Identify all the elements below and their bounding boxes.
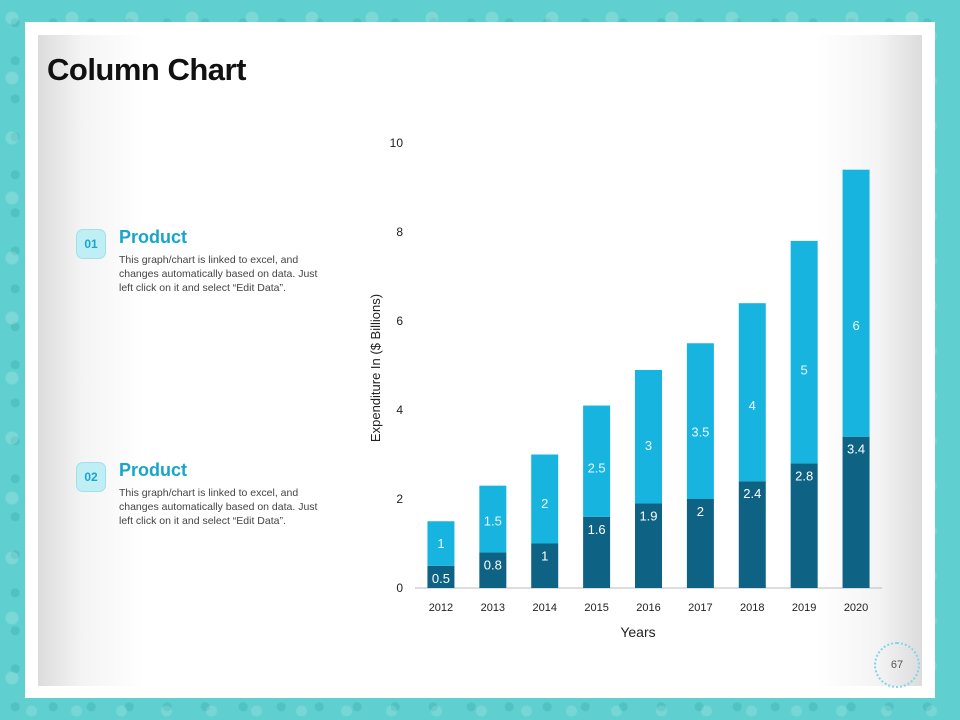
y-tick-label: 4 (396, 403, 403, 417)
data-label: 0.8 (484, 557, 502, 572)
y-tick-label: 6 (396, 314, 403, 328)
y-tick-label: 10 (390, 136, 404, 150)
data-label: 1.6 (588, 522, 606, 537)
data-label: 3.4 (847, 442, 865, 457)
data-label: 2.8 (795, 468, 813, 483)
bar-product-02-2015 (583, 405, 611, 517)
x-tick-label: 2012 (429, 602, 453, 614)
bar-product-01-2018 (738, 481, 766, 588)
data-label: 2.5 (588, 460, 606, 475)
bar-product-02-2018 (738, 303, 766, 482)
data-label: 2 (697, 504, 704, 519)
x-tick-label: 2018 (740, 602, 764, 614)
data-label: 0.5 (432, 571, 450, 586)
number-badge: 01 (76, 229, 106, 259)
bar-product-01-2020 (842, 436, 870, 588)
x-tick-label: 2020 (844, 602, 868, 614)
bar-product-02-2017 (686, 343, 714, 499)
y-axis-label: Expenditure In ($ Billions) (368, 294, 383, 442)
data-label: 1 (437, 536, 444, 551)
item-title: Product (119, 227, 188, 247)
y-tick-label: 8 (396, 225, 403, 239)
number-badge: 02 (76, 462, 106, 492)
x-axis-label: Years (620, 624, 655, 640)
data-label: 6 (852, 318, 859, 333)
page-number: 67 (874, 642, 920, 688)
data-label: 1.5 (484, 514, 502, 529)
item-description: This graph/chart is linked to excel, and… (119, 254, 318, 294)
item-title: Product (119, 460, 188, 480)
bar-product-01-2016 (635, 503, 662, 588)
x-tick-label: 2015 (584, 602, 608, 614)
bar-product-01-2017 (686, 499, 714, 588)
bar-product-02-2016 (635, 369, 662, 504)
bar-product-02-2020 (842, 169, 870, 437)
data-label: 5 (801, 362, 808, 377)
data-label: 4 (749, 398, 756, 413)
x-tick-label: 2014 (532, 602, 556, 614)
data-label: 3 (645, 438, 652, 453)
x-tick-label: 2017 (688, 602, 712, 614)
bar-product-02-2013 (479, 485, 507, 553)
x-tick-label: 2016 (636, 602, 660, 614)
y-tick-label: 0 (396, 581, 403, 595)
item-description: This graph/chart is linked to excel, and… (119, 487, 318, 527)
data-label: 2.4 (743, 486, 761, 501)
data-label: 2 (541, 496, 548, 511)
bar-product-01-2013 (479, 552, 507, 588)
x-tick-label: 2019 (792, 602, 816, 614)
bar-product-02-2014 (531, 454, 559, 544)
page-title: Column Chart (47, 52, 246, 87)
bar-product-02-2012 (427, 521, 455, 566)
bar-product-02-2019 (790, 240, 818, 464)
bar-product-01-2012 (427, 565, 455, 588)
data-label: 1 (541, 549, 548, 564)
data-label: 3.5 (691, 425, 709, 440)
x-tick-label: 2013 (481, 602, 505, 614)
y-tick-label: 2 (396, 492, 403, 506)
bar-product-01-2015 (583, 516, 611, 588)
data-label: 1.9 (639, 508, 657, 523)
bar-product-01-2019 (790, 463, 818, 588)
bar-product-01-2014 (531, 543, 559, 588)
